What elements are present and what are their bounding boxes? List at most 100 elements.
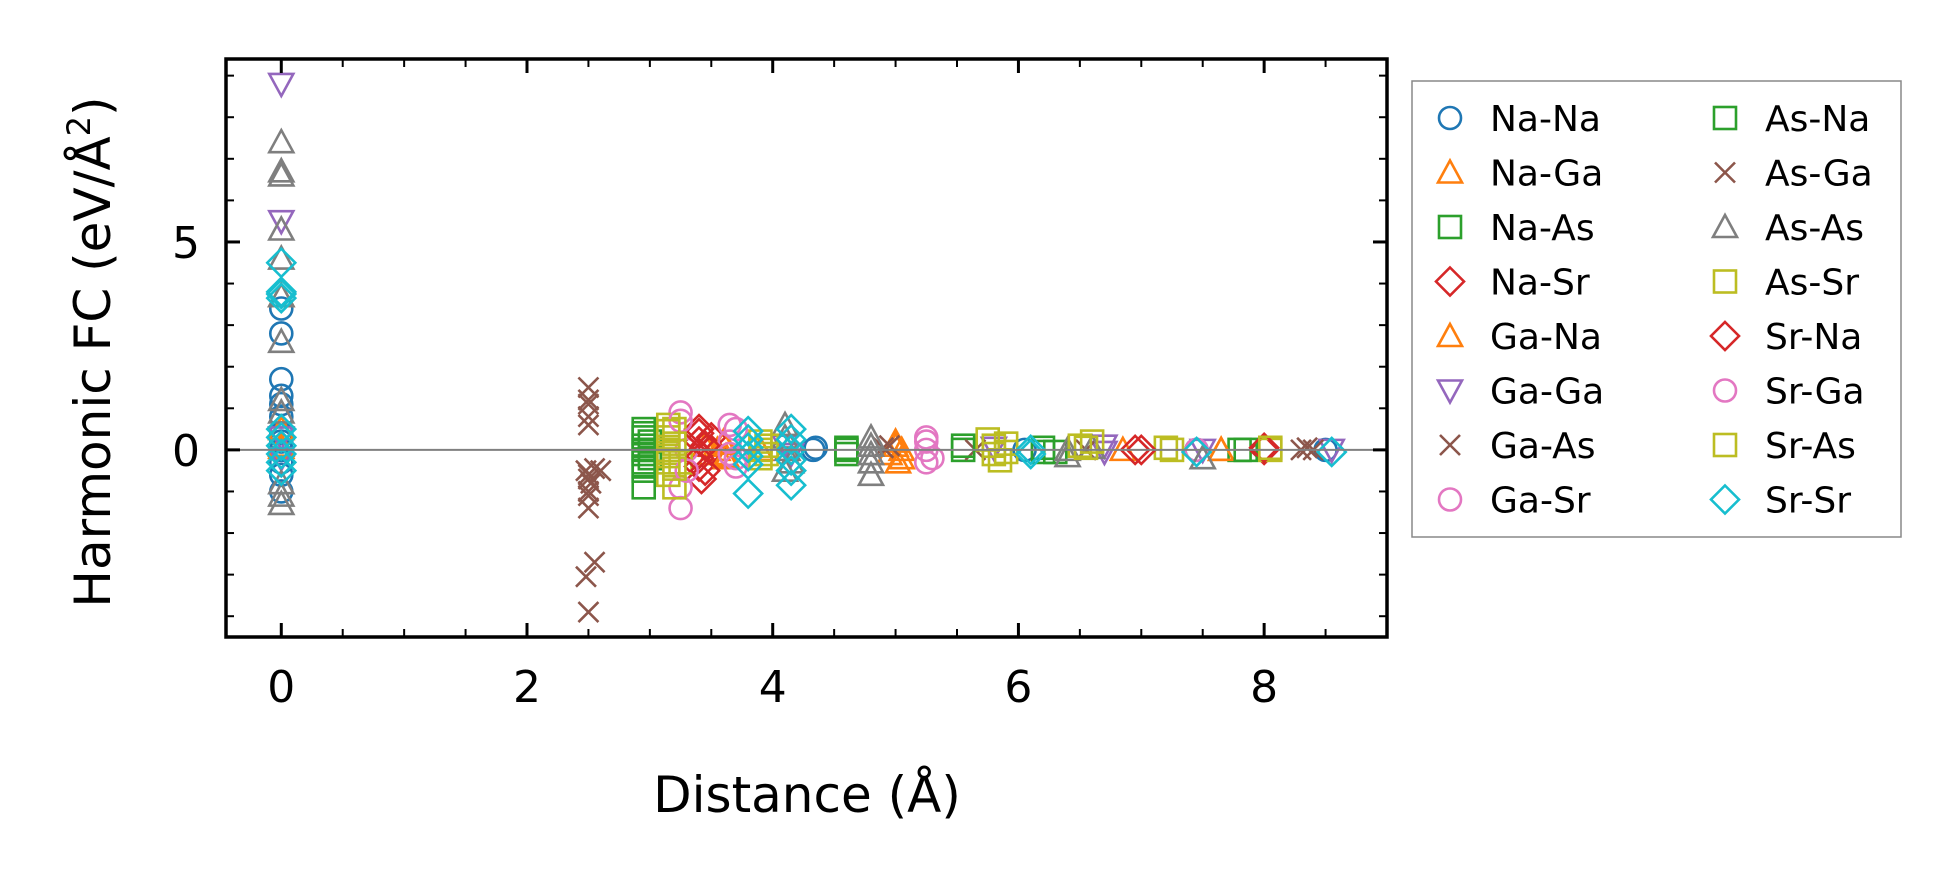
data-point	[1257, 435, 1283, 461]
legend-entry-sr-as: Sr-As	[1712, 426, 1856, 467]
data-point	[856, 447, 886, 474]
data-point	[577, 414, 600, 436]
data-point	[265, 429, 298, 462]
data-point	[268, 383, 294, 409]
data-point	[577, 463, 600, 486]
data-point	[577, 601, 600, 623]
data-point	[655, 418, 681, 444]
data-point	[775, 454, 807, 487]
data-point	[265, 454, 298, 487]
data-point	[267, 385, 296, 412]
data-point	[1248, 434, 1280, 466]
legend-marker	[1712, 432, 1738, 458]
data-point	[265, 421, 298, 454]
legend-marker	[1435, 157, 1465, 184]
data-point	[920, 445, 945, 471]
legend-frame	[1411, 80, 1902, 538]
legend-label: Na-As	[1490, 208, 1595, 249]
data-point	[583, 551, 606, 574]
data-point	[1125, 434, 1158, 466]
legend-label: Sr-Ga	[1765, 372, 1865, 413]
data-point	[267, 243, 296, 270]
data-point	[265, 413, 298, 445]
data-point	[267, 327, 296, 354]
legend-marker	[1435, 321, 1465, 348]
data-point	[913, 429, 939, 454]
data-point	[267, 209, 296, 236]
legend-entry-na-na: Na-Na	[1437, 99, 1601, 140]
data-point	[662, 475, 687, 500]
data-point	[637, 445, 663, 471]
data-point	[1073, 435, 1099, 461]
data-point	[577, 389, 600, 411]
data-point	[267, 489, 296, 516]
data-point	[1053, 441, 1082, 468]
series-sr-sr	[265, 246, 1348, 510]
data-point	[265, 276, 298, 308]
legend-entry-ga-as: Ga-As	[1439, 426, 1596, 467]
data-point	[732, 423, 764, 456]
data-point	[732, 431, 764, 464]
series-ga-as	[575, 376, 1325, 623]
data-point	[631, 475, 657, 500]
data-point	[1188, 443, 1217, 470]
data-point	[668, 495, 693, 521]
legend-entry-na-sr: Na-Sr	[1434, 263, 1590, 304]
data-point	[775, 413, 807, 445]
data-point	[268, 321, 294, 346]
data-point	[265, 278, 298, 310]
data-point	[267, 214, 296, 241]
series-ga-ga	[267, 72, 1346, 473]
data-point	[267, 160, 296, 187]
data-point	[950, 433, 976, 459]
legend-label: Sr-Na	[1765, 317, 1862, 358]
x-tick-label: 0	[267, 662, 295, 713]
data-point	[887, 443, 916, 470]
data-marks	[265, 72, 1348, 623]
legend-entry-na-as: Na-As	[1437, 208, 1595, 249]
data-point	[1079, 429, 1105, 454]
legend-marker	[1435, 379, 1465, 406]
legend-entry-as-as: As-As	[1710, 208, 1864, 249]
data-point	[589, 459, 612, 482]
data-point	[265, 446, 298, 479]
legend-label: Ga-Na	[1490, 317, 1602, 358]
y-axis-label-main: Harmonic FC (eV/Å	[64, 136, 122, 607]
legend-marker	[1712, 378, 1738, 403]
legend-marker	[1434, 265, 1466, 298]
data-point	[655, 443, 681, 469]
data-point	[1119, 434, 1151, 466]
axis-ticks: 0 2 4 6 8 0 5	[172, 59, 1388, 713]
legend-entry-sr-sr: Sr-Sr	[1709, 481, 1851, 522]
legend-entry-ga-ga: Ga-Ga	[1435, 372, 1604, 413]
y-axis-label-superscript: 2	[60, 116, 98, 136]
legend-label: Ga-Ga	[1490, 372, 1604, 413]
data-point	[856, 431, 886, 458]
legend-entry-as-sr: As-Sr	[1712, 263, 1859, 304]
legend-entry-ga-sr: Ga-Sr	[1437, 481, 1591, 522]
legend-entry-ga-na: Ga-Na	[1435, 317, 1602, 358]
data-point	[732, 477, 764, 510]
data-point	[577, 480, 600, 503]
data-point	[1014, 434, 1047, 466]
plot-frame	[224, 57, 1389, 639]
legend-marker	[1709, 320, 1741, 352]
legend: Na-Na Na-Ga Na-As Na-Sr Ga-Na Ga-Ga Ga-As Ga-Sr…	[1411, 80, 1902, 538]
legend-entry-sr-ga: Sr-Ga	[1712, 372, 1865, 413]
y-tick-label: 0	[172, 426, 200, 477]
data-point	[267, 480, 296, 507]
legend-label: As-As	[1765, 208, 1864, 249]
y-axis-label: Harmonic FC (eV/Å2)	[60, 96, 122, 607]
legend-marker	[1439, 434, 1461, 456]
data-point	[267, 72, 296, 99]
x-axis-label: Distance (Å)	[653, 766, 961, 824]
data-point	[856, 422, 886, 449]
data-point	[265, 282, 298, 314]
legend-marker	[1712, 269, 1738, 294]
data-point	[577, 497, 600, 520]
data-point	[577, 405, 600, 428]
legend-entry-sr-na: Sr-Na	[1709, 317, 1862, 358]
legend-marker	[1437, 105, 1463, 131]
legend-entry-na-ga: Na-Ga	[1435, 154, 1603, 195]
data-point	[662, 416, 687, 442]
